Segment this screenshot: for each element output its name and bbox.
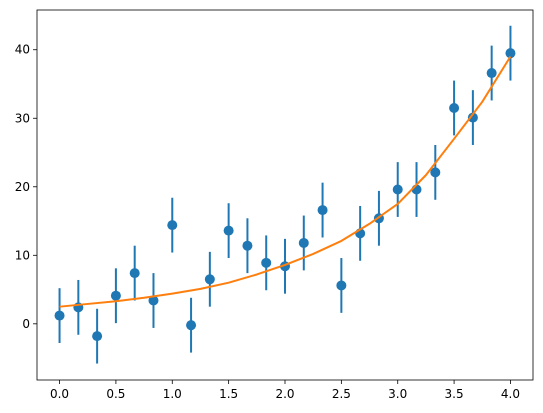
data-point [467, 112, 478, 123]
data-point [486, 68, 497, 79]
x-tick-label: 4.0 [501, 387, 520, 401]
x-tick-label: 1.0 [163, 387, 182, 401]
x-tick-label: 0.0 [50, 387, 69, 401]
data-point [392, 184, 403, 195]
data-point [129, 268, 140, 279]
data-point [449, 102, 460, 113]
x-tick-label: 2.0 [275, 387, 294, 401]
data-point [242, 240, 253, 251]
data-point [223, 225, 234, 236]
y-tick-label: 20 [15, 180, 30, 194]
y-tick-label: 40 [15, 43, 30, 57]
axes-background [37, 10, 533, 380]
data-point [54, 310, 65, 321]
fit-curve [59, 56, 512, 308]
fit-curve-layer [59, 56, 512, 308]
x-tick-label: 0.5 [106, 387, 125, 401]
data-point [298, 237, 309, 248]
data-point [186, 320, 197, 331]
x-tick-label: 1.5 [219, 387, 238, 401]
data-point [167, 220, 178, 231]
data-point [148, 295, 159, 306]
y-tick-label: 10 [15, 248, 30, 262]
x-tick-label: 3.0 [388, 387, 407, 401]
axis-ticks: 0.0 0.5 1.0 1.5 2.0 2.5 3.0 3.5 4.0 0 10 20 30 40 [15, 43, 520, 401]
y-tick-label: 30 [15, 111, 30, 125]
data-point [317, 205, 328, 216]
data-point [204, 274, 215, 285]
data-point [505, 48, 516, 59]
data-point [92, 331, 103, 342]
data-point [261, 257, 272, 268]
y-tick-label: 0 [22, 317, 30, 331]
x-tick-label: 3.5 [445, 387, 464, 401]
data-point [430, 167, 441, 178]
data-point [336, 280, 347, 291]
data-point [110, 290, 121, 301]
axes-frame [36, 9, 534, 381]
x-tick-label: 2.5 [332, 387, 351, 401]
